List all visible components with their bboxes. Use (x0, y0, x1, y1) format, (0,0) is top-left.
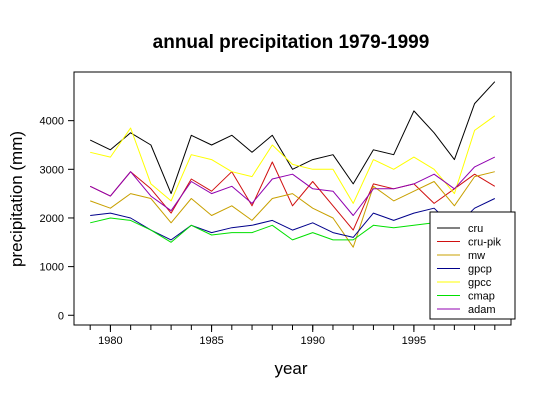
x-tick-label: 1990 (300, 335, 324, 347)
y-tick-label: 4000 (40, 116, 64, 128)
y-tick-label: 0 (58, 310, 64, 322)
y-axis: 0 1000 2000 3000 4000 (40, 116, 74, 322)
y-tick-label: 3000 (40, 164, 64, 176)
legend-label-adam: adam (468, 304, 496, 316)
x-tick-label: 1985 (199, 335, 223, 347)
x-tick-label: 1995 (402, 335, 426, 347)
legend-label-cmap: cmap (468, 291, 495, 303)
series-line-gpcc (90, 115, 496, 204)
x-axis: 1980 1985 1990 1995 (89, 325, 496, 347)
series-line-adam (89, 156, 496, 216)
chart-title: annual precipitation 1979-1999 (153, 32, 430, 53)
legend-label-mw: mw (468, 250, 485, 262)
x-axis-label: year (274, 359, 307, 378)
legend-label-cru-pik: cru-pik (468, 237, 502, 249)
series-line-mw (90, 171, 495, 248)
x-tick-label: 1980 (98, 335, 122, 347)
series-lines (89, 81, 496, 248)
series-line-cmap (90, 212, 495, 243)
legend-label-cru: cru (468, 223, 483, 235)
legend-label-gpcp: gpcp (468, 264, 492, 276)
series-line-cru (89, 81, 496, 195)
legend-label-gpcc: gpcc (468, 277, 492, 289)
series-line-cru-pik (89, 161, 496, 231)
y-axis-label: precipitation (mm) (7, 131, 26, 267)
series-line-gpcp (90, 198, 496, 241)
y-tick-label: 2000 (40, 213, 64, 225)
legend-box (429, 211, 516, 320)
y-tick-label: 1000 (40, 262, 64, 274)
